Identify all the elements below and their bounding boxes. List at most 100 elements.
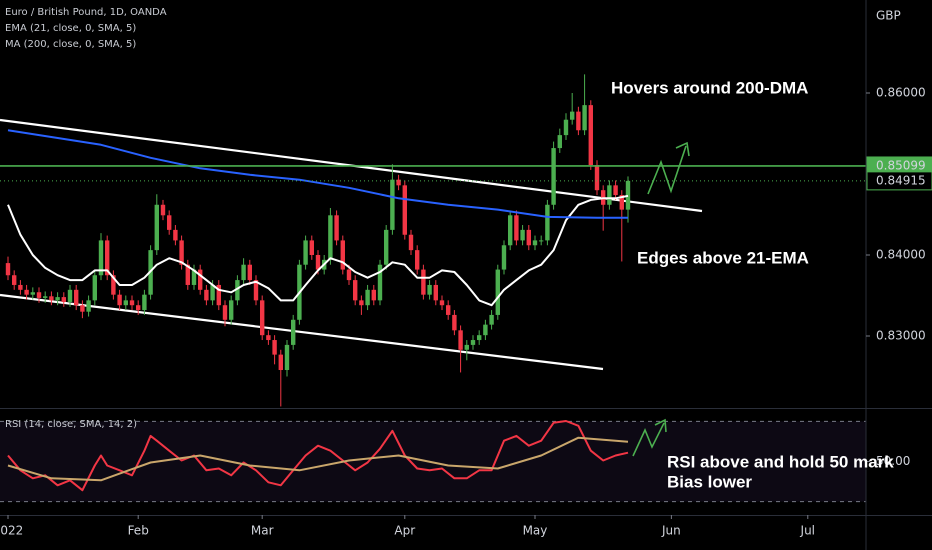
candle-body <box>489 314 494 325</box>
annotation: Edges above 21-EMA <box>637 248 809 267</box>
candle-body <box>340 240 345 270</box>
y-tick-label: 0.84000 <box>876 247 926 261</box>
candle-body <box>247 264 252 281</box>
candle-body <box>334 215 339 241</box>
candle-body <box>98 240 104 276</box>
candle-body <box>520 229 525 241</box>
series-line <box>7 129 628 219</box>
candle-body <box>191 269 197 285</box>
candle-body <box>377 264 383 301</box>
x-tick-label: Apr <box>394 524 415 538</box>
candle-body <box>607 185 612 205</box>
candle-body <box>111 275 116 295</box>
x-tick-label: Jul <box>800 524 815 538</box>
candle-body <box>42 296 48 298</box>
candle-body <box>470 340 476 345</box>
candle-body <box>545 204 550 241</box>
price-pane <box>0 74 866 407</box>
candle-body <box>303 240 308 265</box>
candle-body <box>154 204 159 251</box>
candle-body <box>179 240 184 265</box>
series-line <box>7 436 629 482</box>
candle-body <box>352 280 358 301</box>
candle-body <box>123 300 128 306</box>
candle-body <box>514 215 519 241</box>
price-label-box <box>866 171 932 191</box>
candle-body <box>408 234 414 251</box>
annotation: Bias lower <box>667 472 752 491</box>
candle-body <box>259 300 265 336</box>
annotation: RSI above and hold 50 mark <box>667 452 894 471</box>
candle-body <box>576 111 581 131</box>
candle-body <box>371 289 376 301</box>
legend-entry: RSI (14, close, SMA, 14, 2) <box>5 419 137 430</box>
candle-body <box>67 289 73 302</box>
candle-body <box>61 297 66 302</box>
x-tick-label: Mar <box>251 524 274 538</box>
candle-body <box>197 269 203 290</box>
candle-body <box>625 180 631 210</box>
y-tick-label: 0.83000 <box>876 328 926 342</box>
candle-body <box>49 296 54 301</box>
candle-body <box>216 284 221 306</box>
chart-title: Euro / British Pound, 1D, OANDA <box>5 7 167 18</box>
candle-body <box>383 229 389 265</box>
price-label: 0.84915 <box>876 173 926 187</box>
x-tick-label: Jun <box>661 524 681 538</box>
candle-body <box>185 264 190 285</box>
series-line <box>7 420 629 492</box>
candle-body <box>290 319 296 345</box>
candle-body <box>582 105 587 131</box>
candle-body <box>309 240 314 255</box>
arrows <box>632 141 690 457</box>
candle-body <box>433 284 438 301</box>
x-tick-label: 2022 <box>0 524 23 538</box>
legend-entry: EMA (21, close, 0, SMA, 5) <box>5 23 136 34</box>
candle-body <box>464 344 469 350</box>
candle-body <box>315 254 321 270</box>
candle-body <box>557 135 562 149</box>
candle-body <box>458 330 463 350</box>
arrow <box>632 422 665 457</box>
candle-body <box>173 229 178 241</box>
candle-body <box>495 269 500 315</box>
candle-body <box>160 204 166 216</box>
candle-body <box>129 300 135 306</box>
candle-body <box>421 269 426 295</box>
candle-body <box>73 289 79 306</box>
candle-body <box>483 324 488 336</box>
candle-body <box>92 275 97 301</box>
candle-body <box>30 292 35 295</box>
candle-body <box>402 185 407 235</box>
candle-body <box>328 215 333 260</box>
candle-body <box>135 305 141 311</box>
candle-body <box>210 284 215 301</box>
price-label: 0.85099 <box>876 158 926 172</box>
candle-body <box>588 105 593 166</box>
annotation: Hovers around 200-DMA <box>611 78 808 97</box>
candle-body <box>538 240 544 242</box>
arrow-head <box>654 418 667 433</box>
candle-body <box>18 284 23 290</box>
candle-body <box>390 179 395 230</box>
candle-body <box>222 305 228 320</box>
arrow-head <box>675 141 690 157</box>
candle-body <box>166 215 172 230</box>
x-tick-label: Feb <box>128 524 149 538</box>
candle-body <box>36 292 42 298</box>
candle-body <box>439 300 445 306</box>
candle-body <box>569 111 575 120</box>
candle-body <box>272 340 277 355</box>
candle-body <box>142 294 147 311</box>
candle-body <box>5 263 11 276</box>
candle-body <box>235 280 240 301</box>
candle-body <box>80 305 85 312</box>
candle-body <box>253 280 259 301</box>
candle-body <box>266 335 271 341</box>
candle-body <box>396 179 401 186</box>
candle-body <box>284 344 290 371</box>
candle-body <box>414 250 420 270</box>
candle-body <box>24 289 29 295</box>
